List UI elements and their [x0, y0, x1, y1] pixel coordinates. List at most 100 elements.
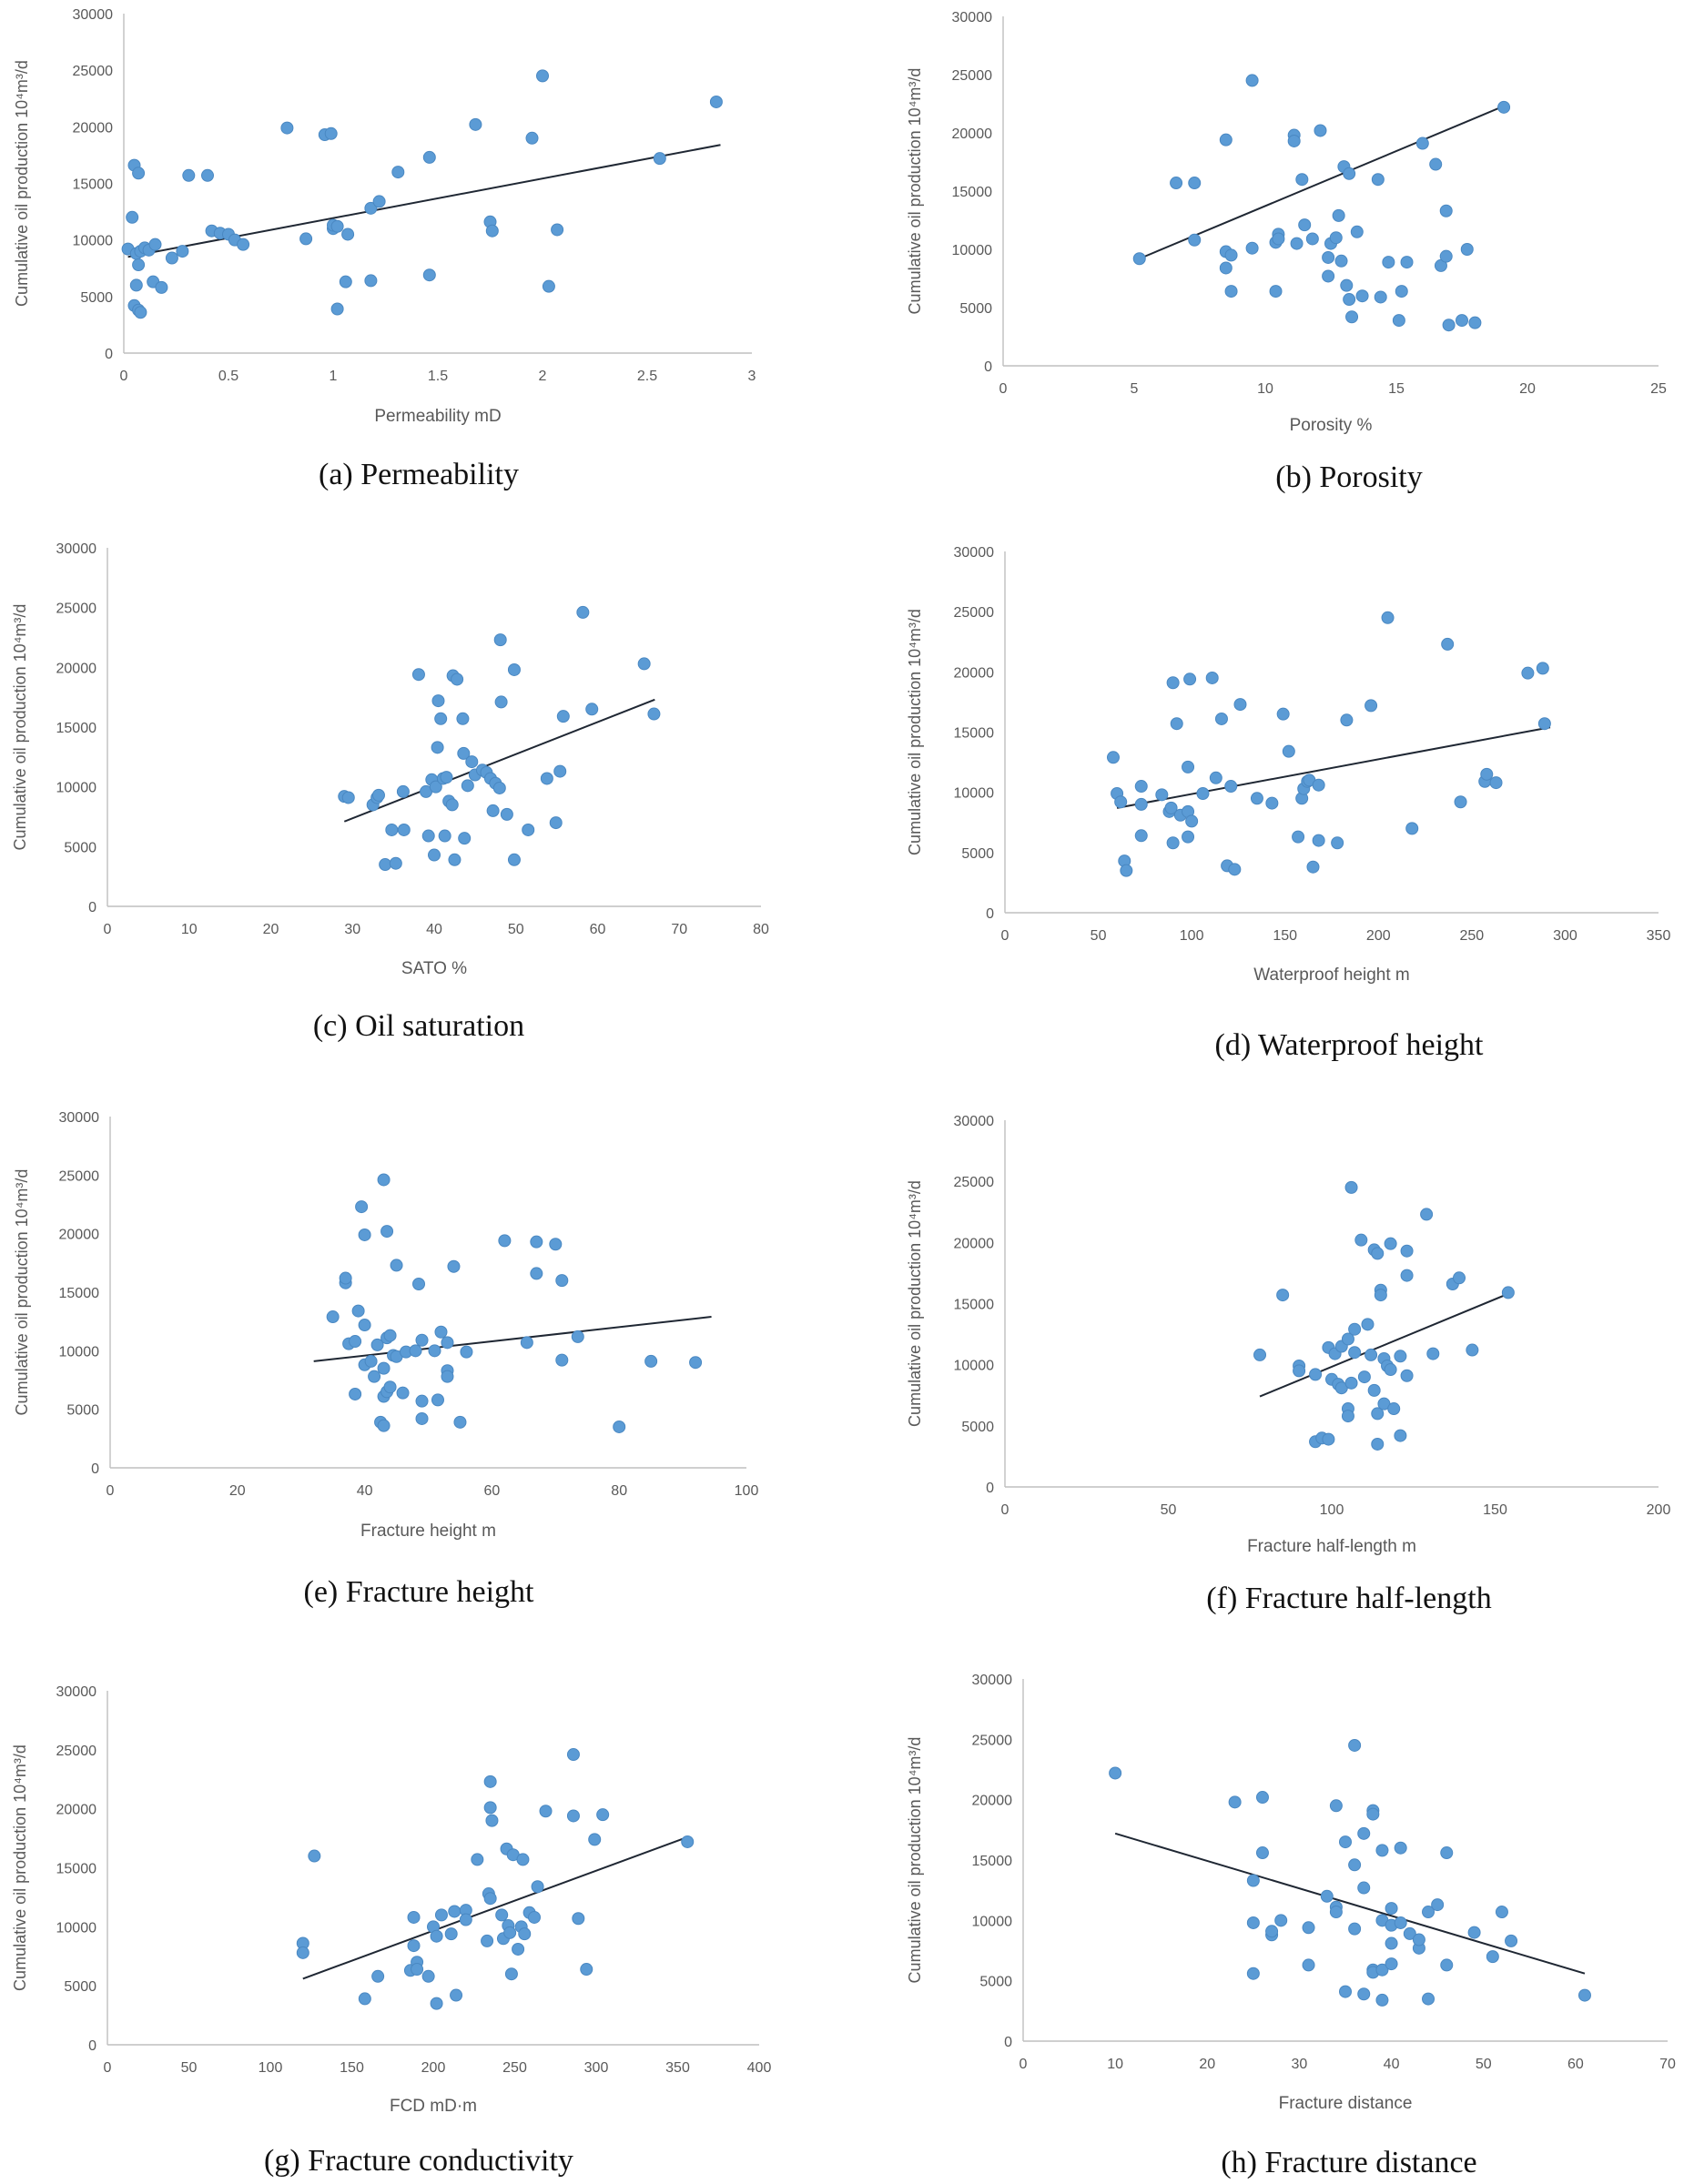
y-axis-title: Cumulative oil production 10⁴m³/d — [13, 60, 31, 307]
data-point — [1293, 1364, 1306, 1378]
data-point — [431, 694, 445, 708]
y-tick-label: 15000 — [954, 726, 995, 742]
data-point — [566, 1809, 580, 1823]
data-point — [1341, 1332, 1354, 1346]
data-point — [456, 712, 470, 725]
data-point — [493, 633, 507, 647]
data-point — [459, 1913, 472, 1926]
data-point — [1320, 1889, 1334, 1903]
data-point — [1412, 1933, 1425, 1946]
data-point — [1357, 1987, 1371, 2001]
y-tick-label: 30000 — [56, 1684, 97, 1700]
data-point — [441, 1336, 454, 1350]
data-point — [448, 853, 462, 866]
data-point — [1290, 237, 1304, 250]
y-axis-title: Cumulative oil production 10⁴m³/d — [906, 609, 924, 855]
data-point — [1339, 1835, 1352, 1849]
data-point — [1224, 780, 1238, 794]
data-point — [1467, 1926, 1481, 1939]
x-tick-label: 5 — [1131, 381, 1139, 397]
data-point — [422, 268, 436, 282]
data-point — [370, 1338, 384, 1351]
data-point — [358, 1228, 371, 1241]
data-point — [1188, 233, 1202, 247]
data-point — [1441, 637, 1455, 651]
data-point — [1114, 795, 1128, 809]
x-tick-label: 0 — [1020, 2057, 1028, 2072]
figure-caption: (c) Oil saturation — [313, 1009, 524, 1043]
data-point — [518, 1927, 532, 1941]
y-tick-label: 25000 — [954, 1175, 995, 1190]
data-point — [1466, 1343, 1479, 1357]
data-point — [1375, 1963, 1389, 1977]
data-point — [525, 131, 539, 145]
data-point — [377, 1361, 391, 1375]
y-tick-label: 25000 — [56, 602, 97, 617]
data-point — [549, 1238, 563, 1251]
data-point — [1394, 1350, 1407, 1363]
x-tick-label: 50 — [1476, 2057, 1492, 2072]
data-point — [542, 279, 555, 293]
data-point — [1322, 1432, 1335, 1446]
data-point — [1497, 100, 1511, 114]
x-tick-label: 50 — [1161, 1502, 1177, 1518]
data-point — [1214, 712, 1228, 725]
data-point — [129, 278, 143, 292]
y-tick-label: 25000 — [954, 605, 995, 621]
y-tick-label: 0 — [1004, 2035, 1012, 2050]
y-tick-label: 20000 — [954, 1236, 995, 1251]
y-tick-label: 30000 — [954, 545, 995, 561]
data-point — [453, 1415, 467, 1429]
y-tick-label: 20000 — [73, 120, 114, 136]
x-tick-label: 200 — [1647, 1502, 1671, 1518]
y-tick-label: 10000 — [954, 786, 995, 802]
y-tick-label: 25000 — [972, 1733, 1013, 1748]
data-point — [555, 1274, 569, 1288]
data-point — [1384, 1363, 1397, 1377]
data-point — [481, 1934, 494, 1947]
x-tick-label: 50 — [1091, 928, 1107, 944]
y-axis-title: Cumulative oil production 10⁴m³/d — [906, 1737, 924, 1984]
y-tick-label: 10000 — [56, 781, 97, 796]
data-point — [520, 1336, 533, 1350]
data-point — [339, 275, 352, 288]
data-point — [1364, 699, 1378, 713]
x-tick-label: 0 — [1001, 928, 1009, 944]
data-point — [1394, 1916, 1407, 1929]
data-point — [522, 823, 535, 836]
x-tick-label: 20 — [1199, 2057, 1215, 2072]
y-tick-label: 0 — [88, 2038, 96, 2054]
data-point — [308, 1849, 321, 1863]
y-tick-label: 5000 — [961, 1420, 994, 1435]
data-point — [1340, 713, 1354, 727]
data-point — [1276, 707, 1290, 721]
data-point — [483, 1892, 497, 1906]
x-tick-label: 60 — [484, 1483, 501, 1499]
data-point — [444, 1927, 458, 1941]
data-point — [1375, 1993, 1389, 2007]
data-point — [324, 126, 338, 140]
x-axis-title: Fracture half-length m — [1247, 1537, 1416, 1556]
y-tick-label: 5000 — [80, 290, 113, 306]
data-point — [465, 755, 479, 769]
x-tick-label: 10 — [1107, 2057, 1123, 2072]
data-point — [1357, 1370, 1371, 1384]
data-point — [421, 829, 435, 843]
data-point — [1440, 1846, 1454, 1860]
data-point — [585, 703, 599, 716]
data-point — [588, 1833, 602, 1846]
data-point — [1205, 671, 1219, 684]
data-point — [1164, 801, 1178, 814]
data-point — [1276, 1289, 1290, 1302]
x-tick-label: 10 — [1257, 381, 1273, 397]
y-tick-label: 30000 — [954, 1114, 995, 1129]
data-point — [431, 1393, 444, 1407]
data-point — [516, 1853, 530, 1866]
data-point — [1456, 314, 1468, 328]
x-tick-label: 100 — [735, 1483, 759, 1499]
data-point — [355, 1200, 369, 1214]
data-point — [1120, 864, 1133, 877]
x-axis-title: Permeability mD — [374, 407, 501, 426]
data-point — [1228, 1795, 1242, 1809]
